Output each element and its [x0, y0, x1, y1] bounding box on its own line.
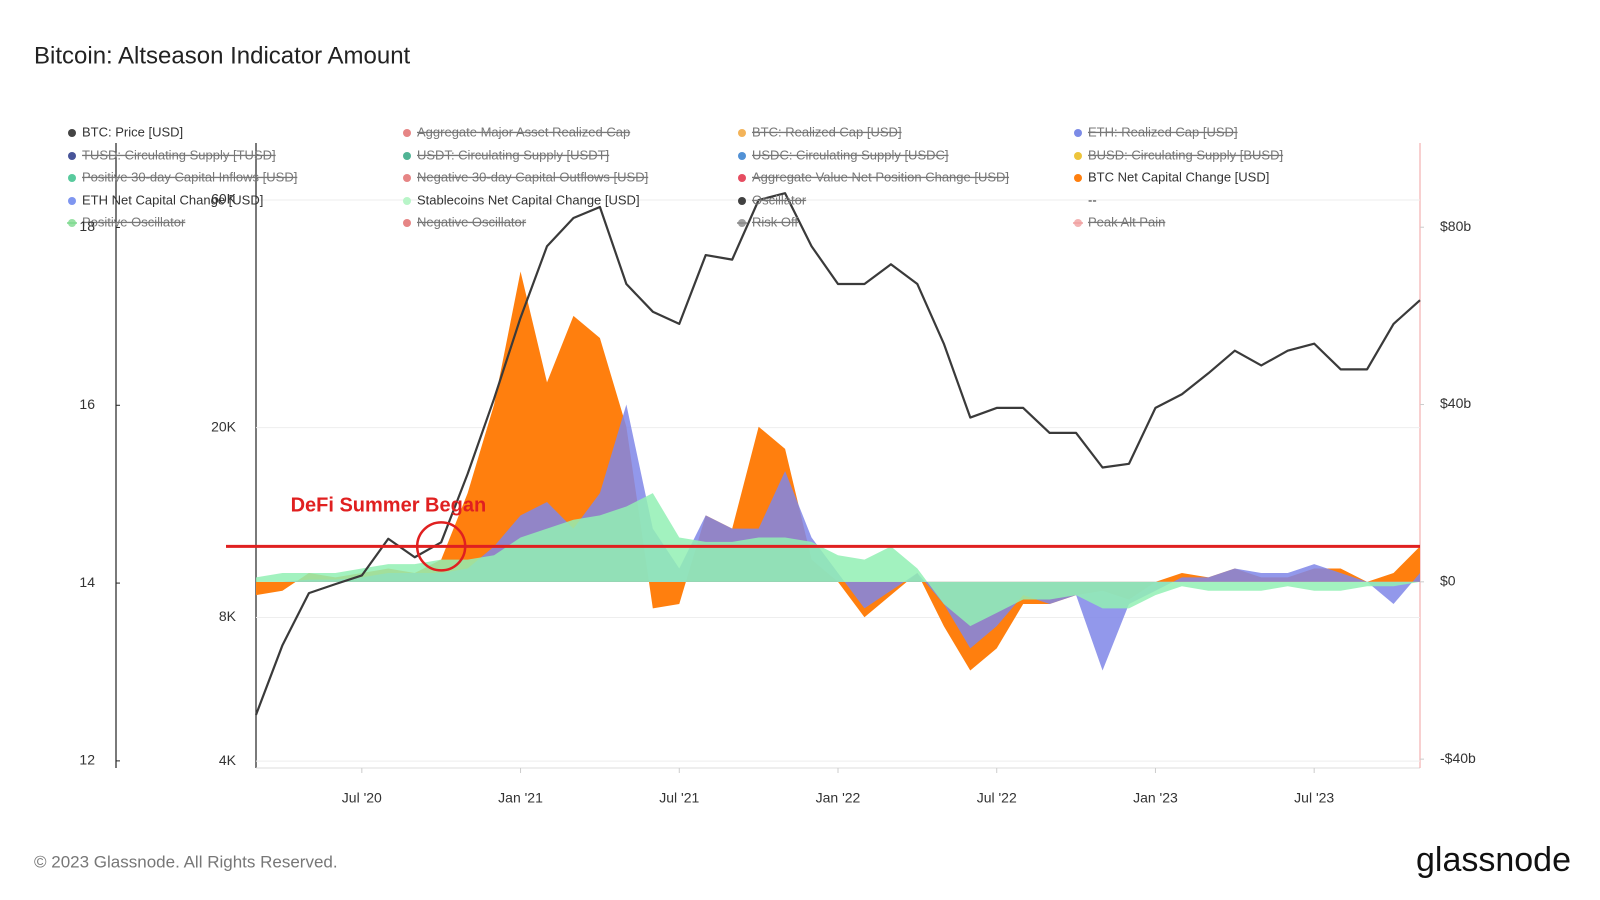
legend-marker	[403, 219, 411, 227]
y2-tick-label: $0	[1440, 573, 1456, 589]
x-tick-label: Jul '22	[977, 790, 1017, 806]
legend-marker	[1074, 174, 1082, 182]
y2-tick-label: $40b	[1440, 395, 1471, 411]
legend-marker	[68, 152, 76, 160]
annotation-text: DeFi Summer Began	[291, 495, 487, 517]
area	[256, 493, 1420, 627]
legend-label[interactable]: Peak Alt Pain	[1088, 214, 1165, 229]
legend-label[interactable]: Stablecoins Net Capital Change [USD]	[417, 192, 640, 207]
x-tick-label: Jan '21	[498, 790, 543, 806]
legend-label[interactable]: ETH: Realized Cap [USD]	[1088, 124, 1238, 139]
y3-tick-label: 16	[79, 396, 95, 412]
legend-marker	[403, 152, 411, 160]
legend-label[interactable]: BTC Net Capital Change [USD]	[1088, 169, 1269, 184]
y-tick-label: 20K	[211, 418, 237, 434]
legend-label[interactable]: ETH Net Capital Change [USD]	[82, 192, 263, 207]
legend-marker	[1074, 219, 1082, 227]
y-tick-label: 60K	[211, 191, 237, 207]
legend-label[interactable]: Aggregate Value Net Position Change [USD…	[752, 169, 1009, 184]
legend-label[interactable]: BTC: Realized Cap [USD]	[752, 124, 902, 139]
legend-marker	[68, 219, 76, 227]
price-line	[254, 192, 1421, 716]
legend-marker	[68, 174, 76, 182]
x-tick-label: Jul '20	[342, 790, 382, 806]
legend-label[interactable]: USDC: Circulating Supply [USDC]	[752, 147, 949, 162]
legend-marker	[403, 174, 411, 182]
y3-tick-label: 12	[79, 752, 95, 768]
legend-marker	[403, 197, 411, 205]
chart-title: Bitcoin: Altseason Indicator Amount	[34, 42, 411, 69]
area	[256, 404, 1420, 671]
y2-tick-label: $80b	[1440, 218, 1471, 234]
legend-label[interactable]: Aggregate Major Asset Realized Cap	[417, 124, 630, 139]
legend-marker	[403, 129, 411, 137]
footer: © 2023 Glassnode. All Rights Reserved.	[34, 852, 338, 871]
legend-label[interactable]: Positive Oscillator	[82, 214, 186, 229]
legend-label[interactable]: USDT: Circulating Supply [USDT]	[417, 147, 609, 162]
y-tick-label: 4K	[219, 752, 237, 768]
logo: glassnode	[1416, 841, 1571, 879]
legend-marker	[68, 129, 76, 137]
legend-label[interactable]: Oscillator	[752, 192, 807, 207]
legend-marker	[738, 219, 746, 227]
legend-label[interactable]: --	[1088, 192, 1097, 207]
x-tick-label: Jul '21	[659, 790, 699, 806]
area	[256, 271, 1420, 671]
legend-marker	[1074, 152, 1082, 160]
x-tick-label: Jan '23	[1133, 790, 1178, 806]
legend-label[interactable]: Positive 30-day Capital Inflows [USD]	[82, 169, 297, 184]
legend-label[interactable]: BUSD: Circulating Supply [BUSD]	[1088, 147, 1283, 162]
x-tick-label: Jul '23	[1294, 790, 1334, 806]
legend-marker	[738, 197, 746, 205]
legend-marker	[1074, 129, 1082, 137]
legend-label[interactable]: Risk Off	[752, 214, 798, 229]
annotation-circle	[415, 521, 467, 572]
legend-label[interactable]: Negative Oscillator	[417, 214, 527, 229]
x-tick-label: Jan '22	[816, 790, 861, 806]
legend-label[interactable]: TUSD: Circulating Supply [TUSD]	[82, 147, 276, 162]
y-tick-label: 8K	[219, 608, 237, 624]
legend-marker	[738, 152, 746, 160]
legend-marker	[68, 197, 76, 205]
legend-marker	[738, 174, 746, 182]
y2-tick-label: -$40b	[1440, 750, 1476, 766]
legend-marker	[738, 129, 746, 137]
y3-tick-label: 14	[79, 574, 95, 590]
y3-tick-label: 18	[79, 218, 95, 234]
legend-label[interactable]: Negative 30-day Capital Outflows [USD]	[417, 169, 648, 184]
legend-label[interactable]: BTC: Price [USD]	[82, 124, 183, 139]
